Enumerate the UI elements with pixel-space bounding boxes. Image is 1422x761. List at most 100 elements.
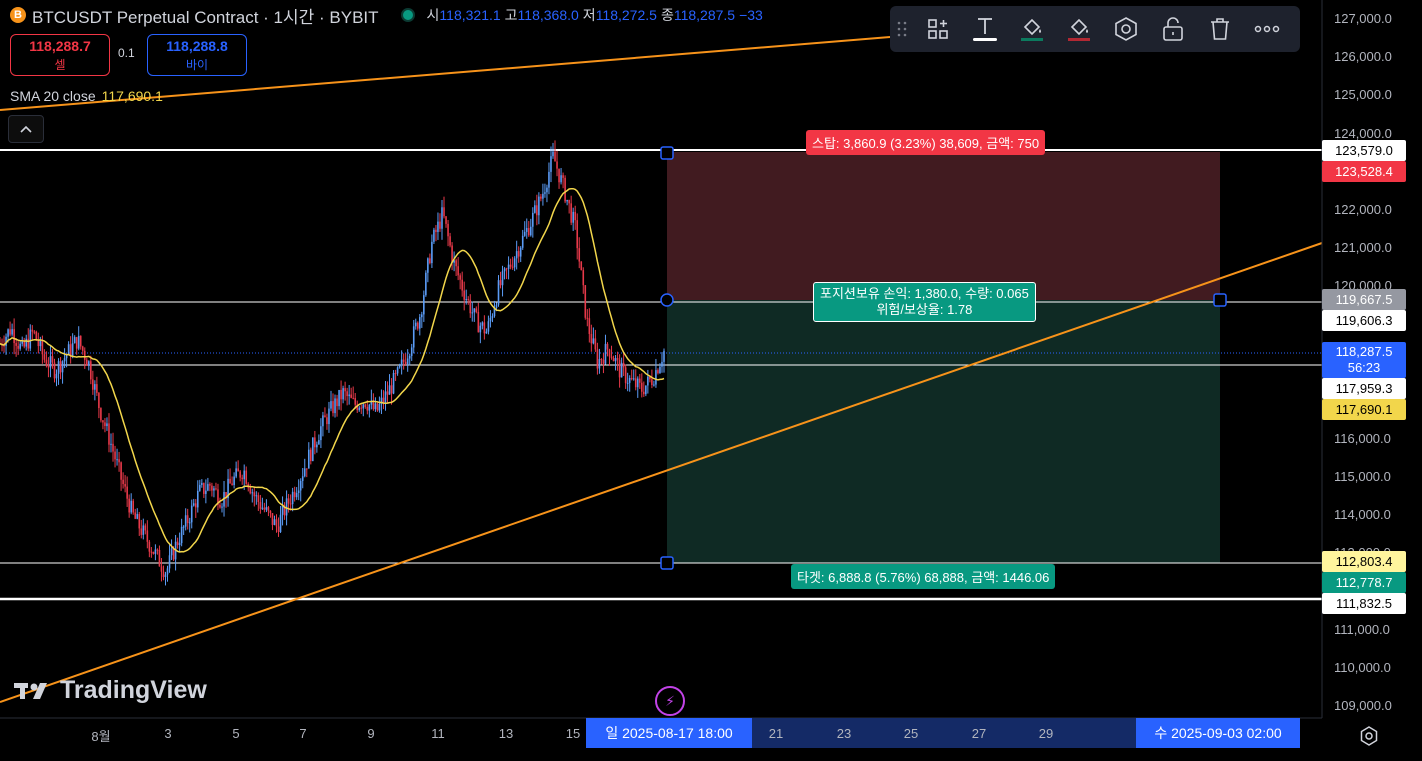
candle-body xyxy=(431,241,433,264)
candle-body xyxy=(43,354,46,360)
sma-legend[interactable]: SMA 20 close 117,690.1 xyxy=(10,88,163,104)
candle-body xyxy=(59,361,62,373)
candle-body xyxy=(630,377,633,380)
candle-body xyxy=(451,245,453,263)
buy-button[interactable]: 118,288.8 바이 xyxy=(147,34,247,76)
tradingview-logo[interactable]: TradingView xyxy=(14,676,207,705)
candle-body xyxy=(83,350,86,360)
lock-icon[interactable] xyxy=(1149,6,1196,52)
candle-body xyxy=(184,515,187,527)
elements-icon[interactable] xyxy=(914,6,961,52)
candle-body xyxy=(515,251,518,259)
candle-body xyxy=(574,211,576,221)
candle-body xyxy=(334,398,336,414)
candle-body xyxy=(643,391,645,395)
candle-body xyxy=(532,212,534,227)
collapse-legend-button[interactable] xyxy=(8,115,44,143)
price-tick: 110,000.0 xyxy=(1334,659,1391,675)
candle-body xyxy=(301,476,304,481)
stop-handle[interactable] xyxy=(660,146,674,160)
visibility-icon[interactable] xyxy=(1102,6,1149,52)
sell-button[interactable]: 118,288.7 셀 xyxy=(10,34,110,76)
symbol-title[interactable]: BTCUSDT Perpetual Contract · 1시간 · BYBIT xyxy=(32,7,379,27)
text-icon[interactable] xyxy=(961,6,1008,52)
candle-body xyxy=(445,216,447,224)
candle-body xyxy=(146,530,149,542)
candle-body xyxy=(148,541,151,552)
border-color-icon[interactable] xyxy=(1055,6,1102,52)
candle-body xyxy=(346,391,348,397)
candle-body xyxy=(410,347,413,356)
drag-handle-icon[interactable] xyxy=(890,6,914,52)
position-info-label[interactable]: 포지션보유 손익: 1,380.0, 수량: 0.065 위험/보상율: 1.7… xyxy=(813,282,1036,322)
entry-handle[interactable] xyxy=(660,293,674,307)
candle-body xyxy=(92,379,94,390)
candle-body xyxy=(49,356,52,368)
candle-body xyxy=(370,400,373,405)
candle-body xyxy=(281,505,284,515)
candle-body xyxy=(45,359,48,366)
price-tick: 124,000.0 xyxy=(1334,125,1392,141)
range-start-date: 일 2025-08-17 18:00 xyxy=(586,718,752,748)
candle-body xyxy=(182,526,185,528)
candle-body xyxy=(647,376,649,386)
candle-body xyxy=(344,388,346,392)
candle-body xyxy=(273,519,276,525)
candle-body xyxy=(13,329,15,344)
trash-icon[interactable] xyxy=(1196,6,1243,52)
candle-body xyxy=(493,308,496,317)
candle-body xyxy=(525,228,528,232)
settings-icon[interactable] xyxy=(1357,724,1381,748)
candle-body xyxy=(336,398,338,407)
more-icon[interactable] xyxy=(1243,6,1290,52)
order-quantity[interactable]: 0.1 xyxy=(118,46,135,60)
candle-body xyxy=(374,403,377,410)
candle-body xyxy=(170,548,173,556)
candle-body xyxy=(192,503,195,506)
chevron-up-icon xyxy=(20,125,32,133)
candle-body xyxy=(443,207,445,217)
price-tick: 122,000.0 xyxy=(1334,201,1392,217)
sma-value: 117,690.1 xyxy=(101,88,163,104)
candle-body xyxy=(190,505,193,523)
candle-body xyxy=(275,519,278,527)
candle-body xyxy=(546,187,548,193)
candle-body xyxy=(455,260,457,267)
time-tick: 5 xyxy=(232,726,240,741)
candle-body xyxy=(459,275,461,280)
last-price: 118,287.5 xyxy=(1335,343,1393,359)
candle-body xyxy=(65,355,68,359)
entry-right-handle[interactable] xyxy=(1213,293,1227,307)
trendline-upper[interactable] xyxy=(0,27,1001,111)
candle-body xyxy=(471,312,474,314)
target-handle[interactable] xyxy=(660,556,674,570)
target-label[interactable]: 타겟: 6,888.8 (5.76%) 68,888, 금액: 1446.06 xyxy=(791,564,1056,589)
candle-body xyxy=(41,340,44,355)
price-tick: 109,000.0 xyxy=(1334,698,1392,713)
symbol-header[interactable]: B BTCUSDT Perpetual Contract · 1시간 · BYB… xyxy=(10,4,767,27)
price-tick: 116,000.0 xyxy=(1334,430,1391,446)
candle-body xyxy=(134,512,137,519)
candle-body xyxy=(390,385,393,394)
price-label: 117,690.1 xyxy=(1322,398,1406,420)
lightning-icon[interactable]: ⚡ xyxy=(655,686,685,716)
time-tick: 21 xyxy=(768,726,784,741)
stop-label[interactable]: 스탑: 3,860.9 (3.23%) 38,609, 금액: 750 xyxy=(806,130,1046,155)
fill-color-icon[interactable] xyxy=(1008,6,1055,52)
trendline-lower[interactable] xyxy=(0,242,1323,703)
candle-body xyxy=(199,484,201,491)
candle-body xyxy=(614,358,617,362)
candle-body xyxy=(328,408,330,425)
candle-body xyxy=(314,437,316,448)
candle-body xyxy=(495,304,498,309)
candle-body xyxy=(37,340,40,347)
candle-body xyxy=(158,549,161,567)
candle-body xyxy=(402,359,405,362)
candle-body xyxy=(112,443,114,452)
candle-body xyxy=(457,266,459,276)
candle-body xyxy=(168,555,171,569)
candle-body xyxy=(661,361,663,367)
candle-body xyxy=(128,498,130,513)
time-tick: 15 xyxy=(565,726,581,741)
